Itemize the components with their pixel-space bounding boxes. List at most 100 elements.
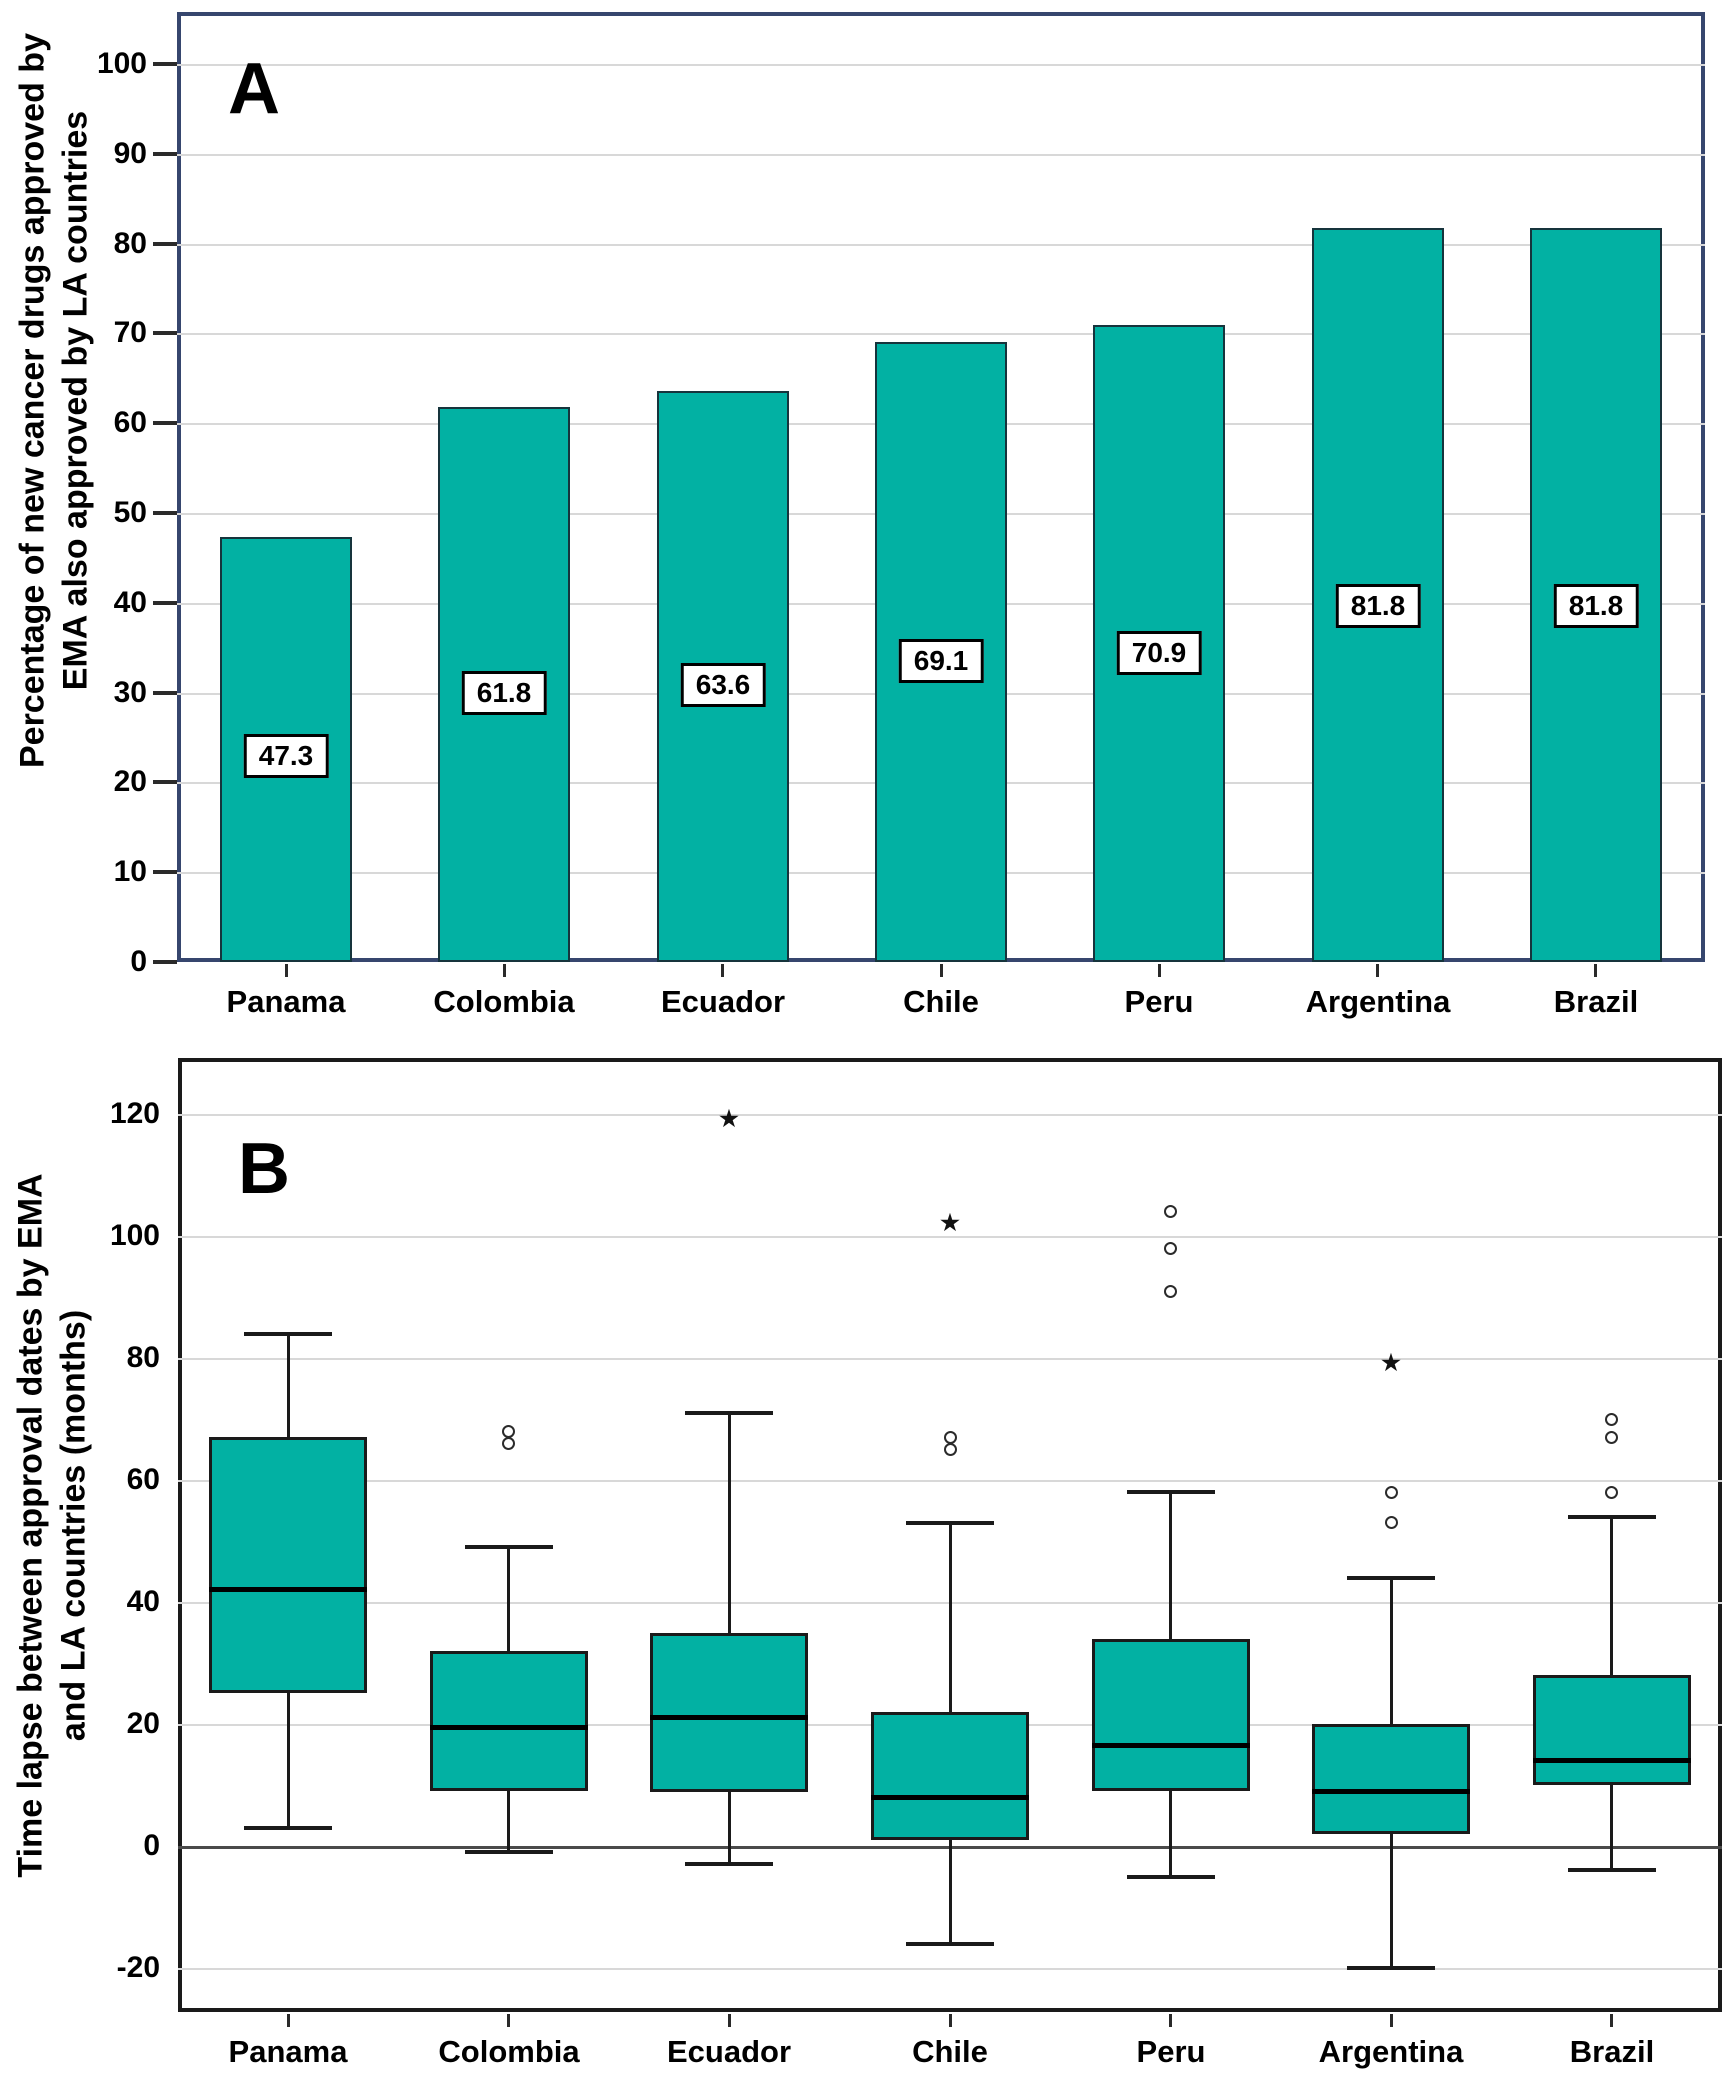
- x-tick-label-peru: Peru: [1136, 2034, 1206, 2069]
- y-grid-line: [177, 154, 1705, 156]
- bar-value-label: 81.8: [1335, 584, 1421, 628]
- box-peru: [1092, 1639, 1250, 1791]
- y-grid-line: [177, 333, 1705, 335]
- bar-value-label: 81.8: [1553, 584, 1639, 628]
- y-tick-label: 50: [113, 496, 147, 529]
- y-tick-label: 80: [113, 227, 147, 260]
- x-tick-label-colombia: Colombia: [438, 2034, 580, 2069]
- box-chile: [871, 1712, 1029, 1840]
- panel-b-letter: B: [238, 1129, 290, 1209]
- outlier-circle-peru: [1164, 1285, 1177, 1298]
- bar-value-label: 63.6: [680, 663, 766, 707]
- y-grid-line: [178, 1114, 1722, 1116]
- y-tick-label: 0: [130, 945, 147, 978]
- whisker-cap-low: [244, 1826, 332, 1830]
- y-tick-mark: [153, 421, 177, 425]
- x-tick-label-panama: Panama: [226, 984, 346, 1019]
- outlier-star-chile: ★: [940, 1209, 960, 1235]
- outlier-circle-argentina: [1385, 1516, 1398, 1529]
- outlier-circle-colombia: [502, 1437, 515, 1450]
- whisker-cap-low: [1347, 1966, 1435, 1970]
- outlier-star-ecuador: ★: [719, 1105, 739, 1131]
- x-tick-label-panama: Panama: [228, 2034, 348, 2069]
- panel-a-y-axis-title: Percentage of new cancer drugs approved …: [12, 0, 97, 881]
- whisker-cap-high: [1568, 1515, 1656, 1519]
- y-tick-label: 0: [143, 1829, 160, 1862]
- x-tick-mark: [949, 2014, 952, 2027]
- outlier-circle-chile: [944, 1443, 957, 1456]
- x-tick-label-ecuador: Ecuador: [666, 2034, 792, 2069]
- x-tick-mark: [1610, 2014, 1613, 2027]
- outlier-circle-peru: [1164, 1205, 1177, 1218]
- y-grid-line: [178, 1236, 1722, 1238]
- y-grid-line: [177, 244, 1705, 246]
- y-grid-line: [178, 1358, 1722, 1360]
- whisker-cap-high: [906, 1521, 994, 1525]
- y-tick-mark: [153, 242, 177, 246]
- y-grid-line: [178, 1968, 1722, 1970]
- x-tick-label-chile: Chile: [912, 2034, 988, 2069]
- x-tick-label-peru: Peru: [1124, 984, 1194, 1019]
- y-grid-line: [178, 1480, 1722, 1482]
- outlier-circle-peru: [1164, 1242, 1177, 1255]
- y-tick-label: 60: [113, 406, 147, 439]
- y-tick-mark: [153, 511, 177, 515]
- x-tick-mark: [287, 2014, 290, 2027]
- x-tick-mark: [940, 964, 943, 977]
- panel-a-y-axis-title-line2: EMA also approved by LA countries: [56, 110, 94, 691]
- whisker-cap-low: [685, 1862, 773, 1866]
- median-brazil: [1533, 1758, 1691, 1763]
- x-tick-mark: [285, 964, 288, 977]
- y-grid-line: [177, 64, 1705, 66]
- outlier-circle-brazil: [1605, 1486, 1618, 1499]
- panel-a-letter: A: [228, 49, 280, 129]
- y-tick-mark: [153, 870, 177, 874]
- x-tick-label-colombia: Colombia: [433, 984, 575, 1019]
- y-tick-mark: [153, 960, 177, 964]
- bar-value-label: 61.8: [461, 671, 547, 715]
- whisker-cap-high: [685, 1411, 773, 1415]
- x-tick-label-argentina: Argentina: [1305, 984, 1451, 1019]
- whisker-cap-high: [1347, 1576, 1435, 1580]
- box-ecuador: [650, 1633, 808, 1792]
- median-argentina: [1312, 1789, 1470, 1794]
- x-tick-label-brazil: Brazil: [1553, 984, 1639, 1019]
- median-panama: [209, 1587, 367, 1592]
- whisker-cap-high: [1127, 1490, 1215, 1494]
- y-tick-mark: [153, 780, 177, 784]
- y-tick-label: 80: [126, 1341, 160, 1374]
- x-tick-label-brazil: Brazil: [1569, 2034, 1655, 2069]
- whisker-cap-low: [1568, 1868, 1656, 1872]
- x-tick-mark: [507, 2014, 510, 2027]
- outlier-circle-argentina: [1385, 1486, 1398, 1499]
- y-tick-mark: [153, 62, 177, 66]
- x-tick-label-argentina: Argentina: [1318, 2034, 1464, 2069]
- y-tick-label: -20: [116, 1951, 160, 1984]
- y-tick-mark: [153, 691, 177, 695]
- bar-value-label: 70.9: [1116, 631, 1202, 675]
- x-tick-label-ecuador: Ecuador: [660, 984, 786, 1019]
- box-panama: [209, 1437, 367, 1693]
- whisker-cap-high: [244, 1332, 332, 1336]
- whisker-cap-low: [465, 1850, 553, 1854]
- y-tick-label: 20: [126, 1707, 160, 1740]
- y-tick-label: 100: [109, 1219, 160, 1252]
- median-peru: [1092, 1743, 1250, 1748]
- y-tick-mark: [153, 601, 177, 605]
- x-tick-mark: [1169, 2014, 1172, 2027]
- box-argentina: [1312, 1724, 1470, 1834]
- whisker-cap-high: [465, 1545, 553, 1549]
- whisker-cap-low: [1127, 1875, 1215, 1879]
- outlier-star-argentina: ★: [1381, 1349, 1401, 1375]
- y-tick-label: 100: [96, 47, 147, 80]
- median-colombia: [430, 1725, 588, 1730]
- x-tick-mark: [503, 964, 506, 977]
- outlier-circle-brazil: [1605, 1431, 1618, 1444]
- y-tick-label: 120: [109, 1097, 160, 1130]
- median-chile: [871, 1795, 1029, 1800]
- y-tick-label: 40: [126, 1585, 160, 1618]
- outlier-circle-brazil: [1605, 1413, 1618, 1426]
- bar-argentina: [1312, 228, 1444, 962]
- x-tick-mark: [1376, 964, 1379, 977]
- x-tick-mark: [1594, 964, 1597, 977]
